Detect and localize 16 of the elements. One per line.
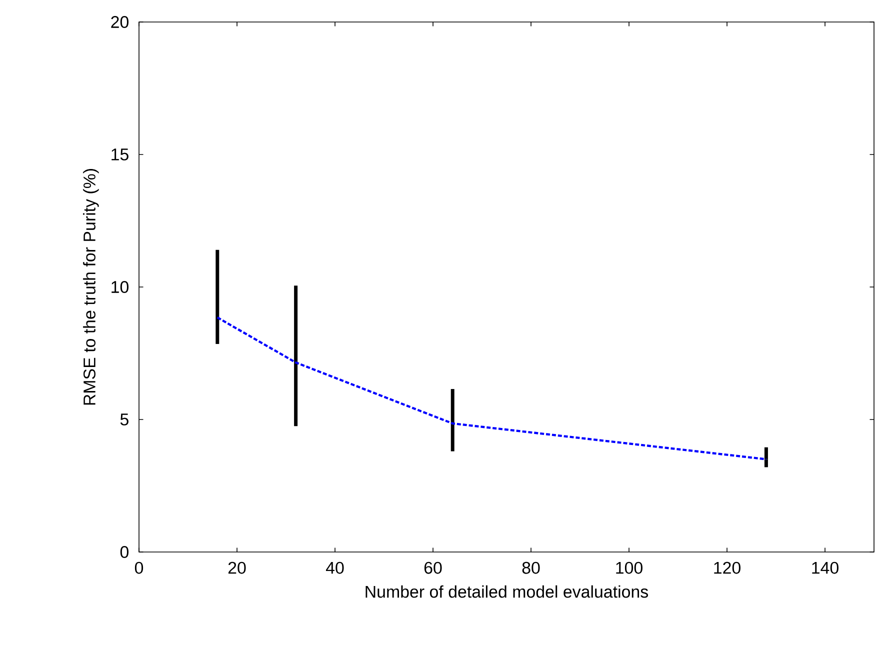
y-tick-label: 5: [120, 414, 128, 426]
x-tick-label: 40: [326, 562, 344, 574]
x-tick-label: 20: [228, 562, 246, 574]
x-axis-title: Number of detailed model evaluations: [366, 585, 648, 598]
x-tick-label: 60: [424, 562, 442, 574]
y-axis-title: RMSE to the truth for Purity (%): [83, 169, 99, 405]
line-series: [216, 316, 768, 460]
y-tick-label: 15: [112, 148, 128, 160]
y-tick-label: 10: [112, 281, 128, 293]
x-tick-label: 120: [714, 562, 740, 574]
x-tick-label: 140: [812, 562, 838, 574]
y-tick-label: 20: [111, 16, 128, 28]
x-tick-label: 100: [616, 562, 642, 574]
y-tick-label: 0: [120, 546, 129, 558]
x-tick-label: 80: [522, 562, 540, 574]
x-tick-label: 0: [134, 562, 144, 574]
